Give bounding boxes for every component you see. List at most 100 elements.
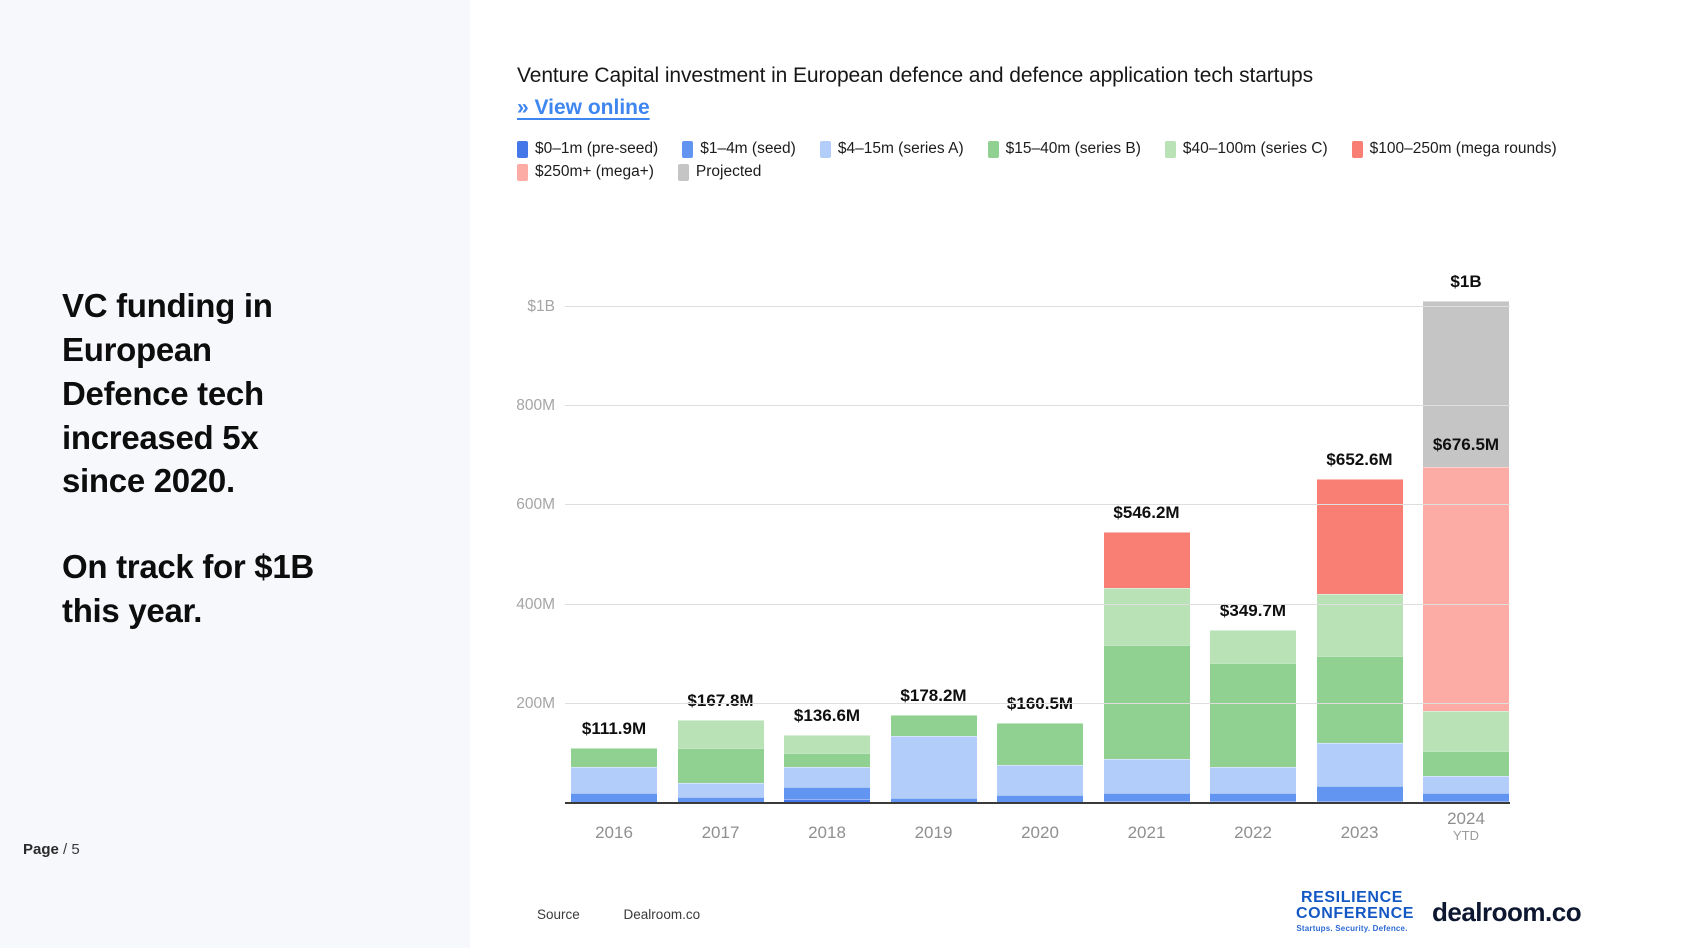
- bar-2019: $178.2M 2019: [890, 686, 977, 842]
- gridline-$1B: [565, 306, 1510, 307]
- bar-segment: [1423, 301, 1509, 468]
- legend-item: $40–100m (series C): [1164, 140, 1328, 158]
- x-axis-label: 2020: [1021, 823, 1059, 843]
- bar-segment: [571, 766, 657, 793]
- bar-segment: [1423, 710, 1509, 751]
- x-axis-label: 2016: [595, 823, 633, 843]
- legend-swatch-icon: [1164, 140, 1176, 158]
- bar-segment: [1103, 792, 1190, 801]
- legend-label: $100–250m (mega rounds): [1369, 140, 1557, 157]
- headline-block-1: VC funding in European Defence tech incr…: [62, 286, 273, 500]
- legend-label: $40–100m (series C): [1182, 140, 1328, 157]
- legend-swatch-icon: [819, 140, 831, 158]
- legend-swatch-icon: [1351, 140, 1363, 158]
- bar-segment: [677, 782, 764, 797]
- page-label: Page: [23, 841, 59, 858]
- dealroom-logo: dealroom.co: [1432, 897, 1582, 927]
- legend-item: $100–250m (mega rounds): [1351, 140, 1557, 158]
- legend-item: $4–15m (series A): [819, 140, 964, 158]
- bar-segment: [1103, 587, 1190, 646]
- x-axis-label: 2018: [808, 823, 846, 843]
- bar-segment: [997, 795, 1083, 802]
- bar-segment: [677, 796, 764, 802]
- bar-segment: [1210, 662, 1296, 767]
- x-axis-label: 2021: [1127, 823, 1166, 843]
- view-online-link[interactable]: » View online: [517, 96, 650, 119]
- legend-item: $250m+ (mega+): [517, 163, 654, 181]
- resilience-logo-line2: CONFERENCE: [1296, 905, 1415, 922]
- bar-segment: [784, 799, 870, 803]
- bar-segment: [571, 792, 657, 802]
- bar-2023: $652.6M 2023: [1316, 450, 1403, 842]
- x-axis-label: 2017: [701, 823, 740, 843]
- bar-value-label: $546.2M: [1113, 503, 1180, 523]
- chart-title: Venture Capital investment in European d…: [517, 64, 1313, 87]
- source-label: Source: [537, 907, 580, 922]
- page-number: / 5: [63, 841, 80, 858]
- y-tick-label: 200M: [516, 694, 555, 712]
- bar-segment: [677, 719, 764, 748]
- bar-segment: [784, 753, 870, 767]
- legend-swatch-icon: [517, 163, 528, 181]
- bar-segment: [1316, 479, 1403, 594]
- bar-value-label: $111.9M: [581, 718, 647, 738]
- bar-subtotal-label: $676.5M: [1432, 435, 1500, 455]
- bar-segment: [890, 736, 977, 798]
- bar-segment: [890, 797, 977, 802]
- source-row: Source Dealroom.co: [537, 907, 700, 922]
- legend-label: Projected: [695, 163, 762, 180]
- resilience-logo-tagline: Startups. Security. Defence.: [1296, 924, 1408, 933]
- bars-row: $111.9M 2016 $167.8M 2017 $136.6M 2018 $178.2M…: [571, 272, 1509, 843]
- legend-label: $15–40m (series B): [1005, 140, 1141, 157]
- page-indicator: Page / 5: [23, 841, 80, 858]
- bar-segment: [1423, 467, 1509, 711]
- bar-segment: [784, 786, 870, 800]
- bar-2022: $349.7M 2022: [1210, 601, 1296, 842]
- source-value: Dealroom.co: [623, 907, 701, 922]
- bar-2017: $167.8M 2017: [677, 691, 764, 842]
- y-tick-label: 400M: [516, 595, 555, 613]
- bar-segment: [1423, 775, 1509, 794]
- y-tick-label: 600M: [516, 496, 555, 514]
- legend-swatch-icon: [987, 140, 999, 158]
- gridline-200M: [565, 702, 1510, 704]
- legend-label: $1–4m (seed): [700, 140, 796, 157]
- chart-legend: $0–1m (pre-seed) $1–4m (seed) $4–15m (seri…: [517, 140, 1577, 186]
- legend-row: $250m+ (mega+) Projected: [517, 163, 1577, 181]
- gridline-400M: [565, 603, 1510, 605]
- resilience-logo-line1: RESILIENCE: [1300, 889, 1403, 906]
- x-axis-label: 2019: [914, 823, 953, 843]
- x-axis-label: 2024 YTD: [1447, 809, 1485, 843]
- bar-segment: [1103, 645, 1190, 760]
- headline: VC funding in European Defence tech incr…: [62, 240, 402, 677]
- gridline-800M: [565, 405, 1510, 407]
- plot-area: $111.9M 2016 $167.8M 2017 $136.6M 2018 $178.2M…: [516, 258, 1510, 843]
- bar-segment: [571, 747, 657, 767]
- y-tick-label: $1B: [527, 298, 555, 315]
- x-axis-line: [565, 801, 1510, 804]
- bar-2021: $546.2M 2021: [1103, 503, 1190, 842]
- legend-label: $250m+ (mega+): [535, 163, 654, 180]
- y-tick-label: 800M: [516, 397, 555, 415]
- bar-segment: [1423, 750, 1509, 776]
- bar-segment: [677, 747, 764, 783]
- bar-segment: [1210, 793, 1296, 802]
- bar-segment: [1103, 532, 1190, 588]
- x-axis-label: 2023: [1340, 823, 1379, 843]
- legend-item: $0–1m (pre-seed): [517, 140, 658, 158]
- bar-segment: [1210, 766, 1296, 794]
- bar-value-label: $167.8M: [687, 690, 754, 710]
- bar-value-label: $652.6M: [1326, 450, 1393, 470]
- bar-2020: $160.5M 2020: [997, 694, 1083, 842]
- bar-segment: [1316, 786, 1403, 801]
- bar-segment: [890, 714, 977, 737]
- bar-value-label: $1B: [1450, 272, 1482, 292]
- legend-label: $4–15m (series A): [837, 140, 964, 157]
- legend-swatch-icon: [677, 163, 689, 181]
- bar-segment: [997, 764, 1083, 796]
- x-axis-sublabel: YTD: [1452, 827, 1479, 843]
- bar-value-label: $160.5M: [1006, 694, 1074, 714]
- bar-segment: [1103, 759, 1190, 793]
- headline-block-2: On track for $1B this year.: [62, 548, 314, 630]
